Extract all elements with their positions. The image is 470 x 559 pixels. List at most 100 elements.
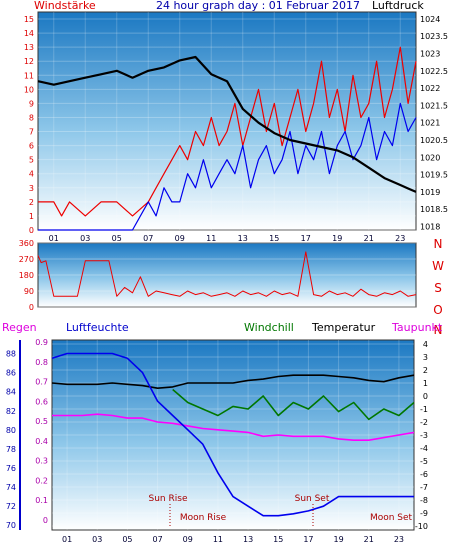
dewpoint-label: Taupunkt	[391, 321, 443, 334]
direction-letter-4: N	[434, 323, 443, 337]
wind-tick-6: 6	[29, 142, 34, 151]
direction-degree-ticks: 0 90 180 270 360	[19, 239, 34, 312]
temp-tick-5: -1	[420, 405, 428, 414]
temperature-panel	[51, 339, 415, 531]
direction-letter-1: W	[432, 259, 444, 273]
humidity-label: Luftfeuchte	[66, 321, 129, 334]
wind-tick-14: 14	[24, 29, 34, 38]
wind-tick-13: 13	[24, 43, 34, 52]
x-tick-1: 03	[80, 234, 90, 243]
rain-tick-9: 0.9	[35, 338, 48, 347]
graph-title: 24 hour graph day : 01 Februar 2017	[156, 0, 360, 12]
x-tick-10: 21	[364, 535, 374, 544]
direction-letter-3: O	[433, 303, 442, 317]
pressure-tick-12: 1024	[420, 15, 440, 24]
wind-tick-10: 10	[24, 85, 34, 94]
temperature-x-ticks: 01 03 05 07 09 11 13 15 17 19 21 23	[62, 535, 404, 544]
wind-tick-8: 8	[29, 113, 34, 122]
wind-tick-5: 5	[29, 156, 34, 165]
x-tick-9: 19	[333, 535, 343, 544]
pressure-tick-0: 1018	[420, 223, 440, 232]
humidity-tick-8: 86	[6, 369, 16, 378]
x-tick-6: 13	[243, 535, 253, 544]
x-tick-0: 01	[62, 535, 72, 544]
temp-tick-6: -2	[420, 418, 428, 427]
wind-tick-9: 9	[29, 99, 34, 108]
rain-tick-6: 0.6	[35, 397, 48, 406]
temperature-grid	[52, 340, 414, 530]
temp-series-line-0	[51, 374, 415, 390]
degree-tick-4: 360	[19, 239, 34, 248]
humidity-tick-9: 88	[6, 350, 16, 359]
rain-label: Regen	[2, 321, 37, 334]
temp-tick-13: -9	[420, 509, 428, 518]
humidity-tick-2: 74	[6, 483, 16, 492]
temp-tick-12: -8	[420, 496, 428, 505]
pressure-tick-3: 1019.5	[420, 171, 448, 180]
x-tick-11: 23	[394, 535, 404, 544]
degree-tick-0: 0	[29, 303, 34, 312]
x-tick-9: 19	[332, 234, 342, 243]
pressure-tick-2: 1019	[420, 188, 440, 197]
x-tick-1: 03	[92, 535, 102, 544]
x-tick-8: 17	[303, 535, 313, 544]
rain-tick-3: 0.3	[35, 457, 48, 466]
temp-tick-10: -6	[420, 470, 428, 479]
direction-letter-0: N	[434, 237, 443, 251]
x-tick-5: 11	[206, 234, 216, 243]
humidity-tick-3: 76	[6, 464, 16, 473]
wind-tick-15: 15	[24, 15, 34, 24]
x-tick-5: 11	[213, 535, 223, 544]
x-tick-2: 05	[112, 234, 122, 243]
rain-tick-7: 0.7	[35, 378, 48, 387]
sun-set-label: Sun Set	[295, 494, 330, 504]
rain-tick-1: 0.1	[35, 496, 48, 505]
pressure-tick-10: 1023	[420, 50, 440, 59]
degree-tick-3: 270	[19, 255, 34, 264]
humidity-tick-1: 72	[6, 502, 16, 511]
humidity-tick-4: 78	[6, 445, 16, 454]
x-tick-7: 15	[269, 234, 279, 243]
pressure-tick-11: 1023.5	[420, 32, 448, 41]
humidity-tick-6: 82	[6, 407, 16, 416]
wind-pressure-panel	[37, 11, 417, 231]
humidity-tick-5: 80	[6, 426, 16, 435]
rain-tick-4: 0.4	[35, 437, 48, 446]
degree-tick-1: 90	[24, 287, 34, 296]
humidity-tick-7: 84	[6, 388, 16, 397]
wind-tick-11: 11	[24, 71, 34, 80]
pressure-tick-5: 1020.5	[420, 136, 448, 145]
sun-moon-annotations: Sun Rise Moon Rise Sun Set Moon Set	[149, 494, 413, 528]
rain-tick-2: 0.2	[35, 476, 48, 485]
temp-tick-4: 0	[423, 392, 428, 401]
x-tick-11: 23	[395, 234, 405, 243]
pressure-tick-1: 1018.5	[420, 205, 448, 214]
windchill-label: Windchill	[244, 321, 294, 334]
pressure-tick-8: 1022	[420, 84, 440, 93]
wind-tick-4: 4	[29, 170, 34, 179]
x-tick-2: 05	[122, 535, 132, 544]
x-tick-8: 17	[301, 234, 311, 243]
rain-tick-8: 0.8	[35, 358, 48, 367]
degree-tick-2: 180	[19, 271, 34, 280]
wind-x-ticks: 01 03 05 07 09 11 13 15 17 19 21 23	[49, 234, 406, 243]
x-tick-3: 07	[143, 234, 153, 243]
temp-series-line-3	[51, 352, 414, 517]
direction-series	[37, 251, 417, 297]
temp-tick-11: -7	[420, 483, 428, 492]
moon-set-label: Moon Set	[370, 513, 413, 523]
pressure-tick-7: 1021.5	[420, 101, 448, 110]
wind-tick-1: 1	[29, 212, 34, 221]
x-tick-7: 15	[273, 535, 283, 544]
x-tick-4: 09	[183, 535, 193, 544]
x-tick-10: 21	[364, 234, 374, 243]
pressure-tick-4: 1020	[420, 153, 440, 162]
x-tick-3: 07	[152, 535, 162, 544]
temp-tick-8: -4	[420, 444, 428, 453]
wind-pressure-series	[37, 46, 417, 231]
temperature-label: Temperatur	[311, 321, 376, 334]
series-line-1	[38, 102, 417, 231]
x-tick-6: 13	[238, 234, 248, 243]
